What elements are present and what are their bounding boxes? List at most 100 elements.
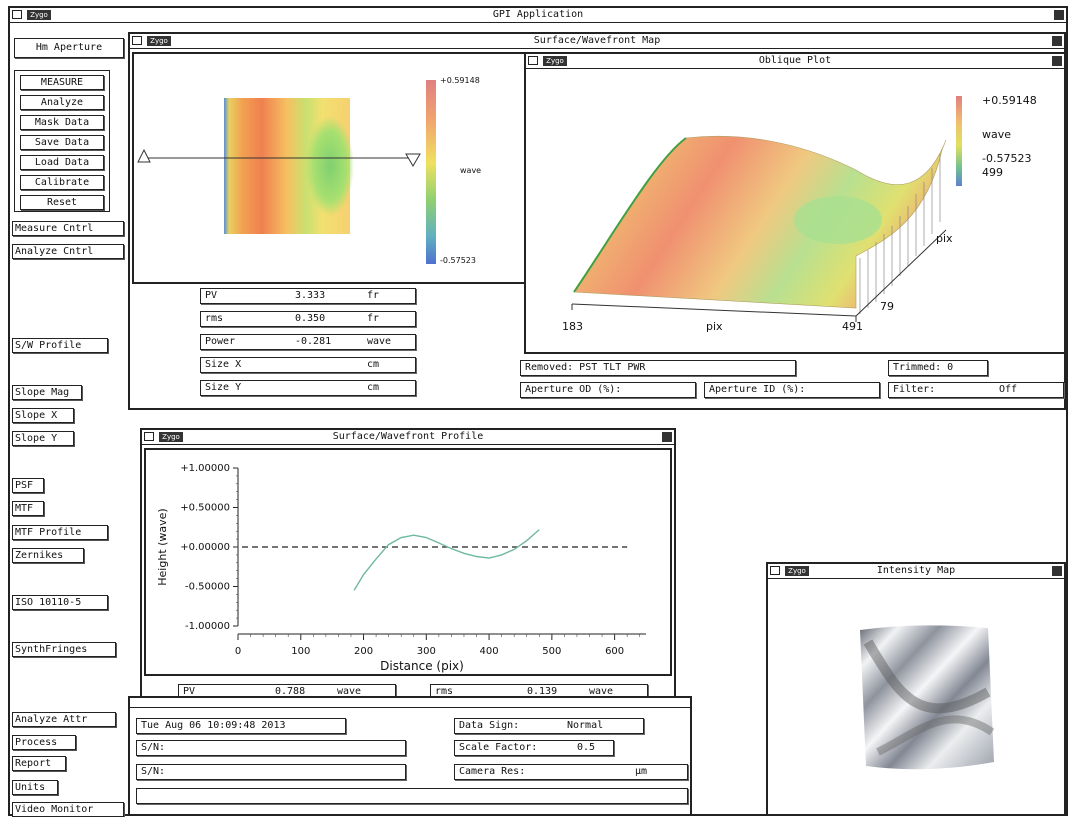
measure-group (14, 70, 110, 212)
power-field: Power -0.281 wave (200, 334, 416, 350)
surface-map-svg (137, 80, 436, 264)
y-tick-label: -0.50000 (185, 582, 230, 593)
oblique-y-max: 499 (982, 166, 1003, 179)
window-menu-icon[interactable] (12, 10, 22, 19)
window-menu-icon[interactable] (144, 432, 154, 441)
slope-x-button[interactable]: Slope X (12, 408, 74, 423)
profile-rms-value: 0.139 (527, 686, 558, 697)
x-tick-label: 500 (542, 646, 561, 657)
stat-label: PV (205, 290, 218, 301)
removed-field: Removed: PST TLT PWR (520, 360, 796, 376)
sw-profile-button[interactable]: S/W Profile (12, 338, 108, 353)
slope-mag-button[interactable]: Slope Mag (12, 385, 82, 400)
scale-factor-value: 0.5 (577, 742, 596, 753)
camera-res-field[interactable]: Camera Res: µm (454, 764, 688, 780)
analyze-button[interactable]: Analyze (20, 95, 104, 110)
psf-button[interactable]: PSF (12, 478, 44, 493)
window-menu-icon[interactable] (132, 36, 142, 45)
rms-field: rms 0.350 fr (200, 311, 416, 327)
zernikes-button[interactable]: Zernikes (12, 548, 84, 563)
filter-field[interactable]: Filter: Off (888, 382, 1064, 398)
aperture-button[interactable]: Hm Aperture (14, 38, 124, 58)
surface-map-canvas[interactable]: +0.59148 wave -0.57523 (132, 52, 526, 284)
units-button[interactable]: Units (12, 780, 58, 795)
window-menu-icon[interactable] (528, 56, 538, 65)
oblique-x-max: 491 (842, 320, 863, 333)
analyze-attr-button[interactable]: Analyze Attr (12, 712, 116, 727)
map-scale-max: +0.59148 (440, 76, 480, 85)
intensity-titlebar[interactable]: Zygo Intensity Map (768, 564, 1064, 579)
trimmed-field: Trimmed: 0 (888, 360, 988, 376)
oblique-scale-min: -0.57523 (982, 152, 1032, 165)
resize-icon[interactable] (662, 432, 672, 442)
reset-button[interactable]: Reset (20, 195, 104, 210)
intensity-title: Intensity Map (876, 565, 956, 576)
measure-button[interactable]: MEASURE (20, 75, 104, 90)
filter-label: Filter: (893, 384, 936, 395)
y-tick-label: +0.00000 (180, 542, 230, 553)
datetime-field: Tue Aug 06 10:09:48 2013 (136, 718, 346, 734)
surface-map-titlebar[interactable]: Zygo Surface/Wavefront Map (130, 34, 1064, 49)
resize-icon[interactable] (1052, 56, 1062, 66)
resize-icon[interactable] (1052, 36, 1062, 46)
mtf-button[interactable]: MTF (12, 501, 44, 516)
x-tick-label: 400 (480, 646, 499, 657)
calibrate-button[interactable]: Calibrate (20, 175, 104, 190)
data-sign-field[interactable]: Data Sign: Normal (454, 718, 644, 734)
oblique-plot-svg[interactable] (526, 70, 1064, 352)
load-data-button[interactable]: Load Data (20, 155, 104, 170)
stat-value: 0.350 (295, 313, 326, 324)
stat-label: rms (205, 313, 224, 324)
iso-button[interactable]: ISO 10110-5 (12, 595, 108, 610)
save-data-button[interactable]: Save Data (20, 135, 104, 150)
aperture-od-field[interactable]: Aperture OD (%): (520, 382, 696, 398)
process-button[interactable]: Process (12, 735, 76, 750)
map-scale-min: -0.57523 (440, 256, 476, 265)
profile-rms-label: rms (435, 686, 454, 697)
sn-field[interactable]: S/N: (136, 740, 406, 756)
profile-window: Zygo Surface/Wavefront Profile +1.00000 +… (140, 428, 676, 710)
scale-factor-label: Scale Factor: (459, 742, 538, 753)
window-menu-icon[interactable] (770, 566, 780, 575)
analyze-cntrl-button[interactable]: Analyze Cntrl (12, 244, 124, 259)
resize-icon[interactable] (1054, 10, 1064, 20)
oblique-y-min: 79 (880, 300, 894, 313)
info-window: Tue Aug 06 10:09:48 2013 S/N: S/N: Data … (128, 696, 692, 816)
report-button[interactable]: Report (12, 756, 66, 771)
aperture-id-field[interactable]: Aperture ID (%): (704, 382, 880, 398)
mask-data-button[interactable]: Mask Data (20, 115, 104, 130)
data-sign-value: Normal (567, 720, 604, 731)
zygo-logo: Zygo (543, 56, 567, 66)
info-topbar (130, 698, 690, 708)
oblique-plot-window: Zygo Oblique Plot (524, 52, 1066, 354)
scale-factor-field[interactable]: Scale Factor: 0.5 (454, 740, 614, 756)
filter-value: Off (999, 384, 1018, 395)
x-tick-label: 600 (605, 646, 624, 657)
zygo-logo: Zygo (785, 566, 809, 576)
profile-pv-unit: wave (337, 686, 362, 697)
oblique-x-min: 183 (562, 320, 583, 333)
comment-field[interactable] (136, 788, 688, 804)
zygo-logo: Zygo (27, 10, 51, 20)
size-y-field: Size Y cm (200, 380, 416, 396)
synthfringes-button[interactable]: SynthFringes (12, 642, 116, 657)
oblique-titlebar[interactable]: Zygo Oblique Plot (526, 54, 1064, 69)
video-monitor-button[interactable]: Video Monitor (12, 802, 124, 817)
intensity-map-svg[interactable] (768, 582, 1064, 814)
map-scale-unit: wave (460, 166, 482, 175)
sn2-field[interactable]: S/N: (136, 764, 406, 780)
main-titlebar[interactable]: Zygo GPI Application (10, 8, 1066, 23)
profile-plot-svg: +1.00000 +0.50000 +0.00000 -0.50000 -1.00000… (156, 463, 646, 673)
oblique-title: Oblique Plot (758, 55, 832, 66)
oblique-scale-unit: wave (982, 128, 1012, 141)
camera-res-unit: µm (635, 766, 648, 777)
resize-icon[interactable] (1052, 566, 1062, 576)
data-sign-label: Data Sign: (459, 720, 520, 731)
profile-plot-frame[interactable]: +1.00000 +0.50000 +0.00000 -0.50000 -1.00000… (144, 448, 672, 676)
profile-titlebar[interactable]: Zygo Surface/Wavefront Profile (142, 430, 674, 445)
mtf-profile-button[interactable]: MTF Profile (12, 525, 108, 540)
measure-cntrl-button[interactable]: Measure Cntrl (12, 221, 124, 236)
slope-y-button[interactable]: Slope Y (12, 431, 74, 446)
profile-title: Surface/Wavefront Profile (332, 431, 484, 442)
profile-rms-unit: wave (589, 686, 614, 697)
